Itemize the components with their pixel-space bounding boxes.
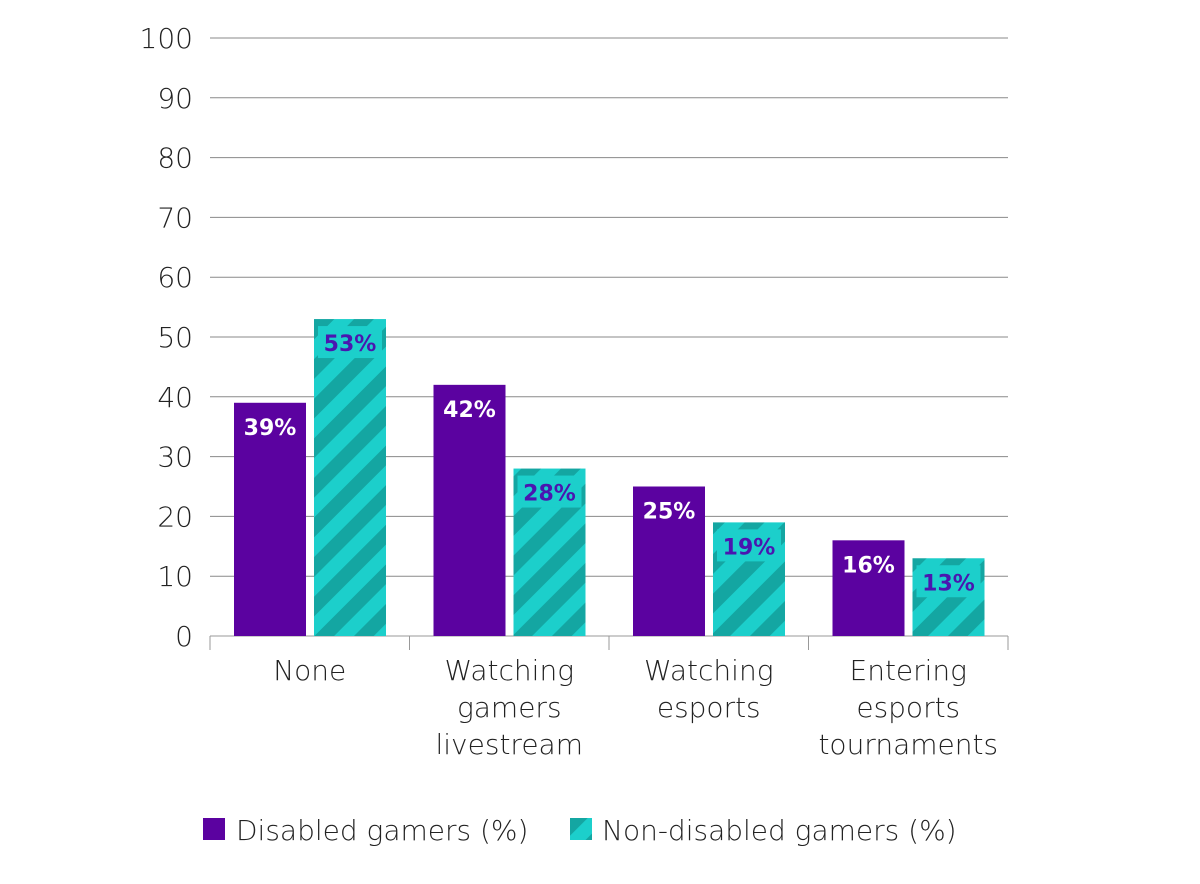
bars: 39% 53% 42% 28% 25% 19% 16% 13% [234,319,985,636]
data-label: 53% [324,332,377,357]
bar-disabled [234,402,306,636]
legend-swatch-disabled [203,818,225,840]
y-tick-label: 50 [157,321,193,354]
data-label: 19% [723,535,776,560]
bar-non-disabled [314,319,386,636]
y-tick-label: 40 [157,381,193,414]
bar-disabled [433,384,506,636]
bar-disabled [832,540,905,636]
data-label: 39% [244,416,297,441]
x-tick-label: esports [657,691,761,724]
x-tick-label: Watching [445,654,575,687]
x-tick-label: tournaments [818,728,998,761]
legend-label: Non-disabled gamers (%) [602,814,957,847]
y-tick-label: 0 [175,620,193,653]
y-tick-label: 10 [157,560,193,593]
data-label: 25% [643,500,696,525]
x-tick-label: esports [856,691,960,724]
data-label-background [916,565,981,598]
data-label: 16% [842,553,895,578]
data-label: 28% [523,482,576,507]
y-axis: 0 10 20 30 40 50 60 70 80 90 100 [140,22,193,653]
x-tick-label: Watching [644,654,774,687]
legend: Disabled gamers (%) Non-disabled gamers (… [203,814,957,847]
y-tick-label: 90 [157,82,193,115]
x-tick-label: livestream [436,728,583,761]
x-tick-label: None [273,654,346,687]
legend-swatch-non-disabled [570,818,592,840]
x-axis: None Watching gamers livestream Watching espo… [209,636,1009,761]
data-label-background [318,326,382,359]
data-label-background [717,529,781,562]
y-tick-label: 20 [157,500,193,533]
y-tick-label: 80 [157,142,193,175]
x-tick-label: Entering [850,654,967,687]
y-tick-label: 70 [157,201,193,234]
legend-label: Disabled gamers (%) [236,814,528,847]
x-tick-label: gamers [457,691,562,724]
y-tick-label: 30 [157,441,193,474]
y-tick-label: 60 [157,261,193,294]
data-label-background [517,475,582,508]
bar-disabled [633,486,705,636]
y-tick-label: 100 [140,22,193,55]
data-label: 42% [443,398,496,423]
data-label: 13% [922,571,975,596]
